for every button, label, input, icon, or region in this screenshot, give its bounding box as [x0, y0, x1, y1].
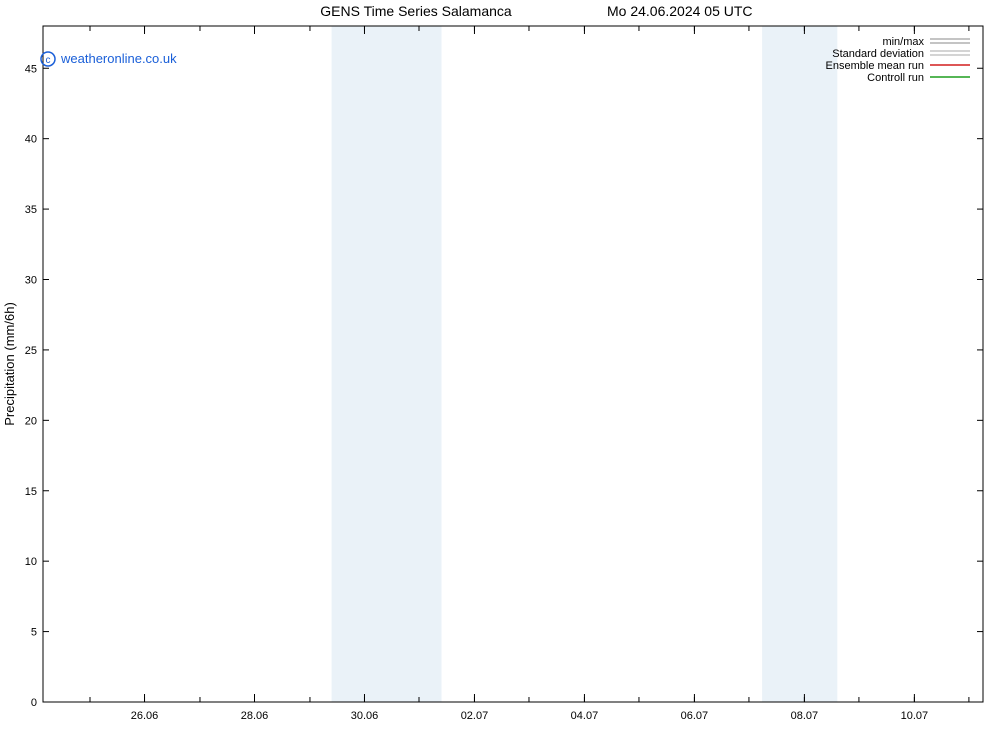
- x-tick-label: 10.07: [901, 710, 929, 722]
- x-tick-label: 26.06: [131, 710, 159, 722]
- x-tick-label: 08.07: [791, 710, 819, 722]
- y-tick-label: 35: [25, 204, 37, 216]
- shaded-band: [387, 26, 442, 702]
- x-tick-label: 02.07: [461, 710, 489, 722]
- shaded-band: [762, 26, 837, 702]
- y-tick-label: 25: [25, 345, 37, 357]
- y-tick-label: 0: [31, 697, 37, 709]
- shaded-band: [332, 26, 387, 702]
- svg-text:c: c: [46, 55, 51, 66]
- watermark-text: weatheronline.co.uk: [60, 51, 177, 66]
- y-tick-label: 10: [25, 556, 37, 568]
- watermark: c weatheronline.co.uk: [41, 51, 177, 66]
- x-tick-label: 30.06: [351, 710, 379, 722]
- y-tick-label: 30: [25, 275, 37, 287]
- y-tick-label: 40: [25, 134, 37, 146]
- y-tick-label: 45: [25, 63, 37, 75]
- legend-label: Ensemble mean run: [826, 60, 924, 72]
- legend-label: min/max: [882, 36, 924, 48]
- legend-label: Controll run: [867, 72, 924, 84]
- y-tick-label: 15: [25, 486, 37, 498]
- x-tick-label: 04.07: [571, 710, 599, 722]
- chart-title-left: GENS Time Series Salamanca: [320, 3, 512, 19]
- x-tick-label: 06.07: [681, 710, 709, 722]
- y-tick-label: 20: [25, 415, 37, 427]
- chart-title-right: Mo 24.06.2024 05 UTC: [607, 3, 753, 19]
- y-axis-label: Precipitation (mm/6h): [2, 302, 17, 426]
- plot-border: [43, 26, 983, 702]
- precipitation-chart: GENS Time Series Salamanca Mo 24.06.2024 …: [0, 0, 1000, 733]
- y-tick-label: 5: [31, 627, 37, 639]
- legend-label: Standard deviation: [832, 48, 924, 60]
- x-tick-label: 28.06: [241, 710, 269, 722]
